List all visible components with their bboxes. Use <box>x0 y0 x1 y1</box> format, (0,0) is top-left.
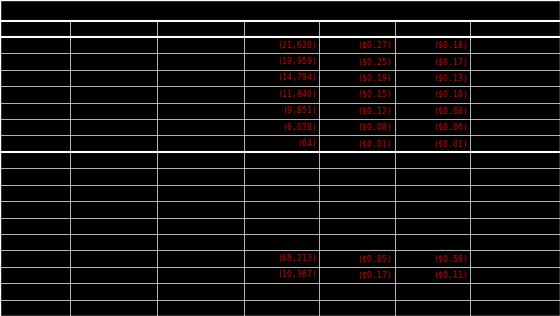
Text: (21,620): (21,620) <box>277 41 317 50</box>
Text: ($0.12): ($0.12) <box>358 106 393 115</box>
Text: (19,959): (19,959) <box>277 57 317 66</box>
Text: ($0.11): ($0.11) <box>433 270 468 279</box>
Text: ($0.01): ($0.01) <box>433 139 468 148</box>
Text: ($0.08): ($0.08) <box>433 106 468 115</box>
Text: ($0.19): ($0.19) <box>358 74 393 82</box>
Text: ($0.01): ($0.01) <box>358 139 393 148</box>
Text: (9,851): (9,851) <box>282 106 317 115</box>
Text: ($0.17): ($0.17) <box>433 57 468 66</box>
Text: ($0.58): ($0.58) <box>433 254 468 263</box>
Text: (14,794): (14,794) <box>277 74 317 82</box>
Text: (10,367): (10,367) <box>277 270 317 279</box>
Text: ($0.85): ($0.85) <box>358 254 393 263</box>
Text: ($0.08): ($0.08) <box>358 123 393 132</box>
Text: ($0.06): ($0.06) <box>433 123 468 132</box>
Text: (64): (64) <box>297 139 317 148</box>
Text: ($0.27): ($0.27) <box>358 41 393 50</box>
Text: ($0.18): ($0.18) <box>433 41 468 50</box>
Text: (68,213): (68,213) <box>277 254 317 263</box>
Text: ($0.15): ($0.15) <box>358 90 393 99</box>
Text: ($0.13): ($0.13) <box>433 74 468 82</box>
Text: ($0.25): ($0.25) <box>358 57 393 66</box>
Text: ($0.17): ($0.17) <box>358 270 393 279</box>
Text: ($0.10): ($0.10) <box>433 90 468 99</box>
Text: (6,078): (6,078) <box>282 123 317 132</box>
Text: (11,840): (11,840) <box>277 90 317 99</box>
